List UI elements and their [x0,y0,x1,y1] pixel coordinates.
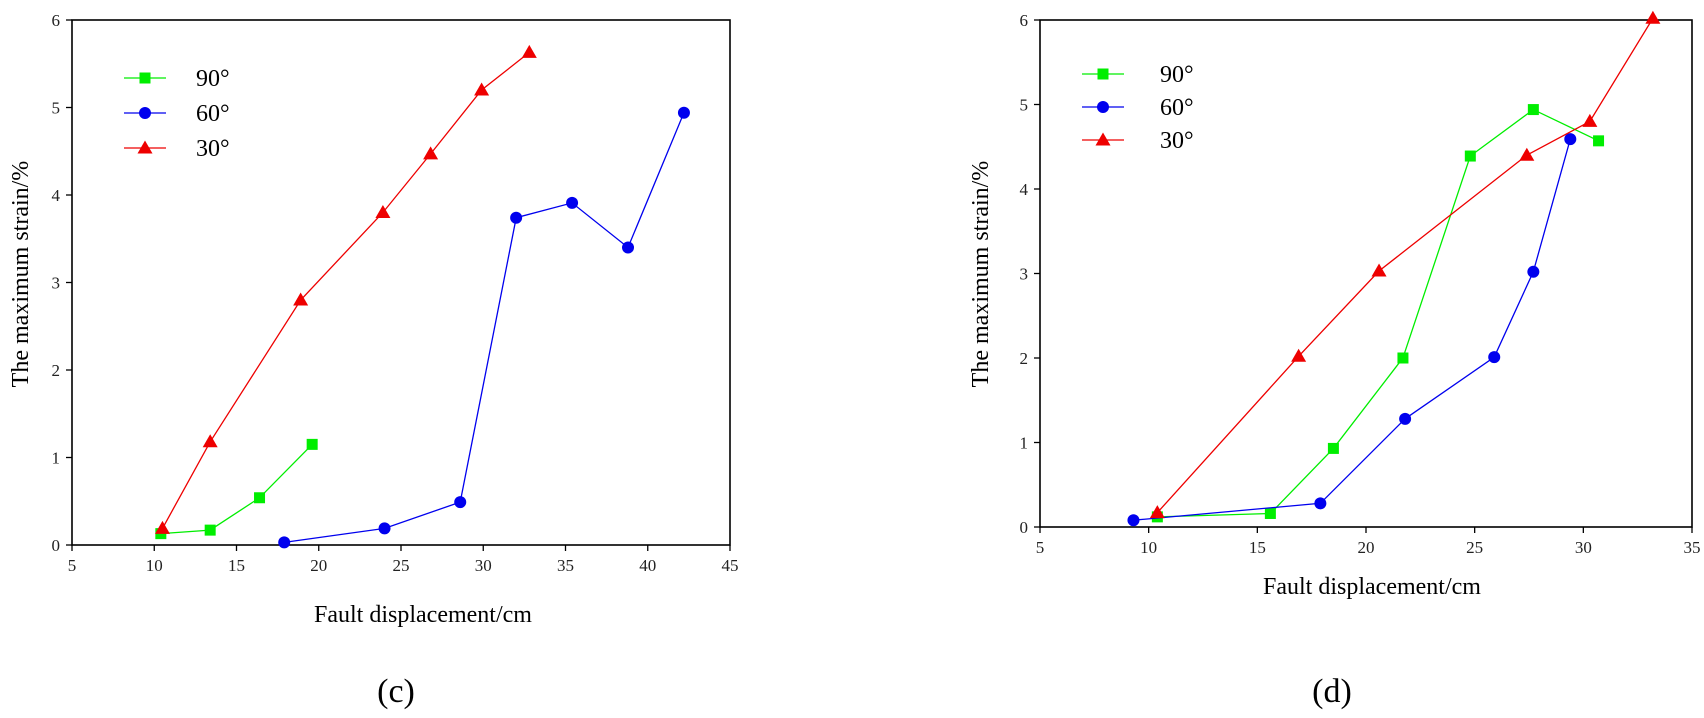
y-tick-label: 5 [1020,96,1029,115]
y-tick-label: 1 [52,449,61,468]
x-tick-label: 5 [1036,538,1045,557]
data-point [1593,135,1605,147]
x-tick-label: 30 [1575,538,1592,557]
series-circle [1127,133,1577,527]
data-point [1582,113,1598,127]
data-point [1291,348,1307,362]
panel-label: (d) [1312,673,1352,710]
series-triangle [1149,10,1661,519]
y-tick-label: 5 [52,99,61,118]
data-point [1314,497,1327,510]
series-line [1156,17,1654,514]
data-point [1127,514,1140,527]
legend-label: 30° [1160,128,1194,154]
x-tick-label: 35 [1684,538,1701,557]
data-point [1264,507,1276,519]
data-point [137,140,153,154]
x-tick-label: 15 [1249,538,1266,557]
data-point [1564,133,1577,146]
legend: 90° 60° 30° [124,66,230,162]
data-point [1095,132,1111,146]
chart-panel-d: 5 10 15 20 25 30 35 0 1 2 3 4 5 6 90° 60° 30° Fault disp… [968,10,1701,710]
x-tick-label: 20 [1358,538,1375,557]
legend-label: 60° [196,101,230,127]
y-tick-label: 6 [1020,11,1029,30]
data-point [1519,147,1535,161]
x-tick-label: 10 [146,556,163,575]
data-point [454,496,467,509]
data-point [278,536,291,549]
data-point [423,146,439,160]
data-point [204,524,216,536]
y-tick-label: 6 [52,11,61,30]
data-point [1397,352,1409,364]
x-tick-label: 35 [557,556,574,575]
x-tick-label: 25 [393,556,410,575]
x-tick-label: 30 [475,556,492,575]
data-point [1527,265,1540,278]
series-line [160,443,313,535]
data-point [154,520,170,534]
data-point [1149,505,1165,519]
legend: 90° 60° 30° [1082,62,1194,154]
data-point [139,72,151,84]
data-point [1464,150,1476,162]
y-tick-label: 3 [1020,265,1029,284]
data-point [378,522,391,535]
data-point [474,82,490,96]
y-axis-title: The maximum strain/% [8,161,34,388]
y-tick-label: 4 [1020,180,1029,199]
x-tick-label: 40 [639,556,656,575]
y-tick-label: 1 [1020,434,1029,453]
data-point [293,292,309,306]
y-tick-label: 0 [1020,518,1029,537]
data-point [1488,351,1501,364]
data-point [677,106,690,119]
x-axis-title: Fault displacement/cm [1263,574,1481,600]
legend-label: 60° [1160,95,1194,121]
y-axis-title: The maximum strain/% [968,161,994,388]
y-tick-label: 2 [1020,349,1029,368]
data-point [139,107,151,119]
x-tick-label: 45 [722,556,739,575]
data-point [1097,101,1109,113]
series-circle [278,106,690,549]
data-point [306,438,318,450]
data-point [202,434,218,448]
data-point [1327,442,1339,454]
data-point [375,205,391,218]
legend-label: 90° [196,66,230,92]
legend-label: 30° [196,136,230,162]
data-point [1399,412,1412,425]
series-line [1133,138,1571,521]
data-point [622,241,635,254]
panel-label: (c) [377,673,415,710]
data-point [521,44,537,58]
series-triangle [154,44,537,534]
y-tick-label: 2 [52,361,61,380]
data-point [566,196,579,209]
x-tick-label: 5 [68,556,77,575]
y-tick-label: 4 [52,186,61,205]
y-tick-label: 0 [52,536,61,555]
x-tick-label: 10 [1140,538,1157,557]
x-tick-label: 25 [1466,538,1483,557]
legend-label: 90° [1160,62,1194,88]
x-axis-title: Fault displacement/cm [314,602,532,628]
data-point [510,211,523,224]
x-tick-label: 15 [228,556,245,575]
data-point [1371,263,1387,277]
data-point [1645,10,1661,24]
data-point [1097,68,1109,80]
data-point [254,492,266,504]
x-tick-label: 20 [310,556,327,575]
data-point [1527,104,1539,116]
y-tick-label: 3 [52,274,61,293]
